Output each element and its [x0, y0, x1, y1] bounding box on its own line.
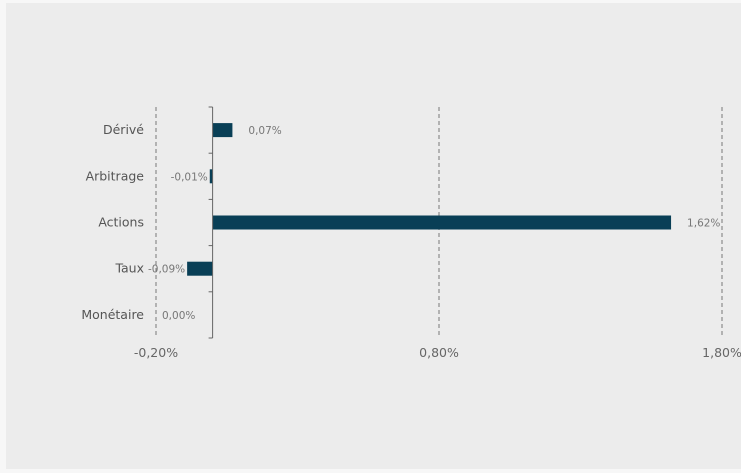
labels: -0,20% 0,80% 1,80% Dérivé 0,07% Arbitrage -0,0… [81, 122, 741, 360]
x-tick-label: 0,80% [419, 345, 459, 360]
bar [212, 215, 672, 230]
x-tick-label: 1,80% [702, 345, 741, 360]
x-tick-label: -0,20% [134, 345, 178, 360]
chart-panel: -0,20% 0,80% 1,80% Dérivé 0,07% Arbitrage -0,0… [6, 3, 741, 469]
bar [209, 169, 213, 184]
category-axis [208, 106, 214, 339]
data-label: 0,00% [162, 310, 195, 322]
category-label: Arbitrage [86, 168, 145, 183]
bars [187, 123, 672, 276]
category-label: Taux [114, 261, 144, 276]
category-label: Monétaire [81, 307, 144, 322]
bar [187, 261, 213, 276]
bar-chart: -0,20% 0,80% 1,80% Dérivé 0,07% Arbitrage -0,0… [81, 106, 741, 360]
bar [212, 123, 233, 138]
category-label: Actions [98, 215, 144, 230]
data-label: -0,01% [171, 171, 208, 183]
data-label: 1,62% [687, 218, 720, 230]
category-label: Dérivé [103, 122, 144, 137]
data-label: 0,07% [248, 125, 281, 137]
data-label: -0,09% [148, 264, 185, 276]
